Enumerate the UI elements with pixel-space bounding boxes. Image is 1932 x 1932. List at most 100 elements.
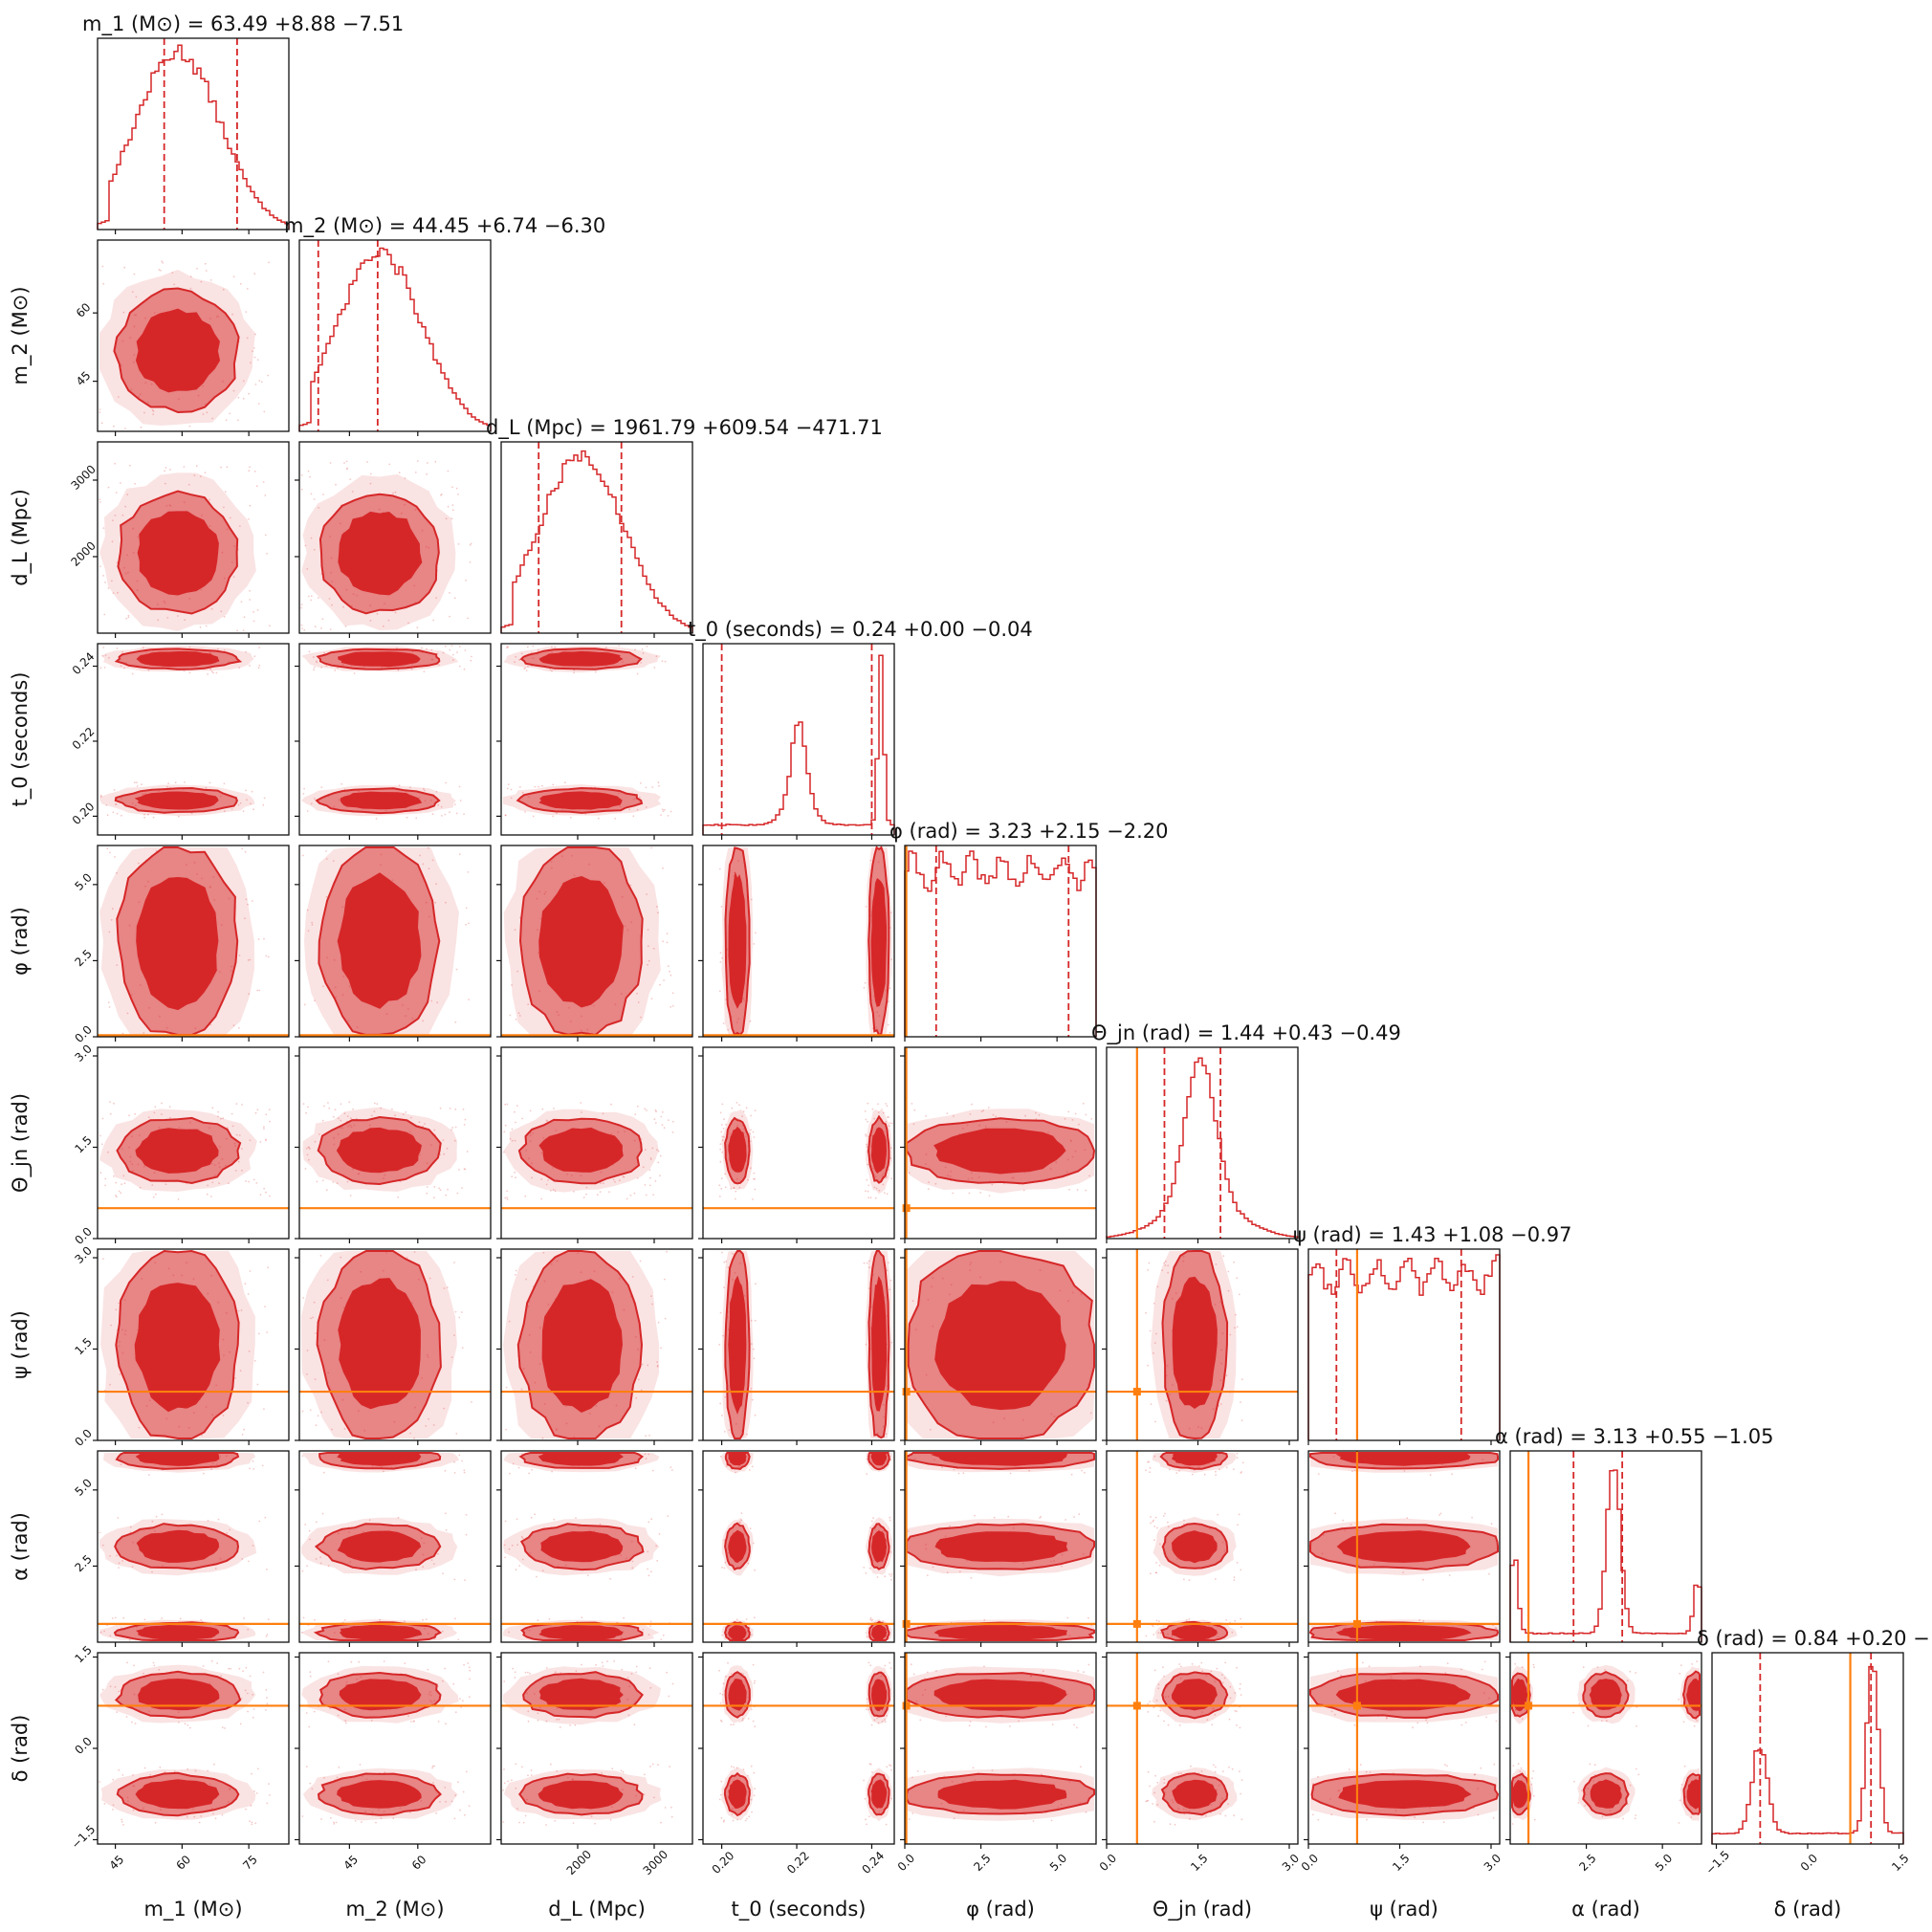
sample-point: [754, 1177, 756, 1180]
sample-point: [151, 1184, 154, 1186]
sample-point: [308, 1146, 311, 1149]
sample-point: [251, 1772, 252, 1775]
sample-point: [121, 514, 124, 516]
sample-point: [307, 1106, 309, 1109]
sample-point: [1481, 1668, 1483, 1671]
sample-point: [889, 1122, 891, 1124]
sample-point: [980, 1110, 983, 1113]
sample-point: [957, 1472, 960, 1475]
sample-point: [217, 1115, 219, 1118]
sample-point: [106, 847, 109, 850]
sample-point: [358, 1660, 361, 1663]
sample-point: [310, 802, 313, 805]
sample-point: [885, 1120, 888, 1123]
sample-point: [308, 650, 311, 653]
sample-point: [188, 646, 191, 648]
sample-point: [114, 856, 116, 858]
sample-point: [1215, 1263, 1218, 1265]
sample-point: [184, 781, 186, 783]
sample-point: [428, 1417, 429, 1420]
sample-point: [252, 347, 255, 349]
sample-point: [1145, 1800, 1148, 1803]
sample-point: [409, 786, 411, 789]
sample-point: [1162, 1666, 1164, 1669]
sample-point: [155, 1193, 157, 1196]
contour-inner: [137, 511, 219, 596]
sample-point: [467, 1662, 470, 1664]
sample-point: [101, 1117, 104, 1120]
sample-point: [510, 788, 513, 791]
sample-point: [1088, 1175, 1090, 1177]
sample-point: [1317, 1473, 1320, 1475]
sample-point: [161, 1617, 164, 1619]
sample-point: [116, 812, 119, 815]
sample-point: [518, 658, 520, 661]
sample-point: [309, 1671, 312, 1674]
sample-point: [315, 1521, 318, 1524]
sample-point: [750, 1319, 753, 1322]
histogram-phi: [904, 850, 1097, 1037]
sample-point: [1149, 1785, 1151, 1788]
sample-point: [1074, 1112, 1077, 1115]
sample-point: [228, 1182, 230, 1185]
sample-point: [470, 659, 472, 662]
sample-point: [115, 1195, 117, 1197]
sample-point: [307, 595, 310, 598]
histogram-m1: [97, 44, 290, 230]
sample-point: [721, 1151, 724, 1153]
sample-point: [444, 1469, 447, 1472]
sample-point: [919, 1719, 922, 1722]
sample-point: [325, 1189, 328, 1192]
sample-point: [1240, 1471, 1242, 1473]
sample-point: [745, 1107, 748, 1109]
sample-point: [251, 1821, 253, 1824]
sample-point: [231, 1125, 234, 1128]
sample-point: [723, 1135, 725, 1138]
sample-point: [115, 492, 118, 494]
y-axis-label-phi: φ (rad): [9, 907, 32, 976]
sample-point: [515, 1121, 516, 1124]
sample-point: [866, 1143, 867, 1146]
sample-point: [1589, 1763, 1592, 1766]
sample-point: [336, 1182, 339, 1184]
sample-point: [328, 1108, 331, 1109]
sample-point: [116, 964, 119, 966]
sample-point: [263, 1126, 265, 1128]
sample-point: [230, 1667, 231, 1670]
sample-point: [631, 1276, 634, 1278]
sample-point: [442, 1572, 444, 1574]
contour-inner: [338, 511, 423, 596]
sample-point: [1233, 1468, 1235, 1470]
sample-point: [245, 789, 247, 792]
contour-inner: [538, 1127, 624, 1173]
sample-point: [1216, 1667, 1218, 1670]
sample-point: [348, 1101, 351, 1104]
sample-point: [451, 509, 454, 512]
sample-point: [445, 1723, 447, 1725]
sample-point: [450, 645, 453, 647]
sample-point: [125, 1716, 128, 1718]
sample-point: [310, 1317, 312, 1320]
sample-point: [515, 655, 517, 658]
sample-point: [516, 970, 518, 973]
sample-point: [754, 1569, 756, 1571]
sample-point: [1593, 1764, 1596, 1767]
sample-point: [1153, 1342, 1156, 1344]
sample-point: [102, 527, 105, 529]
sample-point: [657, 1161, 660, 1164]
sample-point: [432, 1424, 435, 1426]
sample-point: [748, 1132, 751, 1135]
sample-point: [1167, 1264, 1170, 1267]
sample-point: [265, 1113, 268, 1116]
sample-point: [122, 311, 125, 314]
panel-frame: [97, 37, 290, 231]
sample-point: [383, 1660, 385, 1662]
sample-point: [1076, 1189, 1079, 1191]
x-tick-label-m2: 60: [409, 1853, 429, 1873]
sample-point: [1148, 1262, 1151, 1264]
contour-inner: [538, 791, 623, 810]
sample-point: [99, 408, 101, 410]
sample-point: [908, 1172, 911, 1175]
sample-point: [865, 1818, 867, 1821]
sample-point: [108, 1006, 111, 1008]
